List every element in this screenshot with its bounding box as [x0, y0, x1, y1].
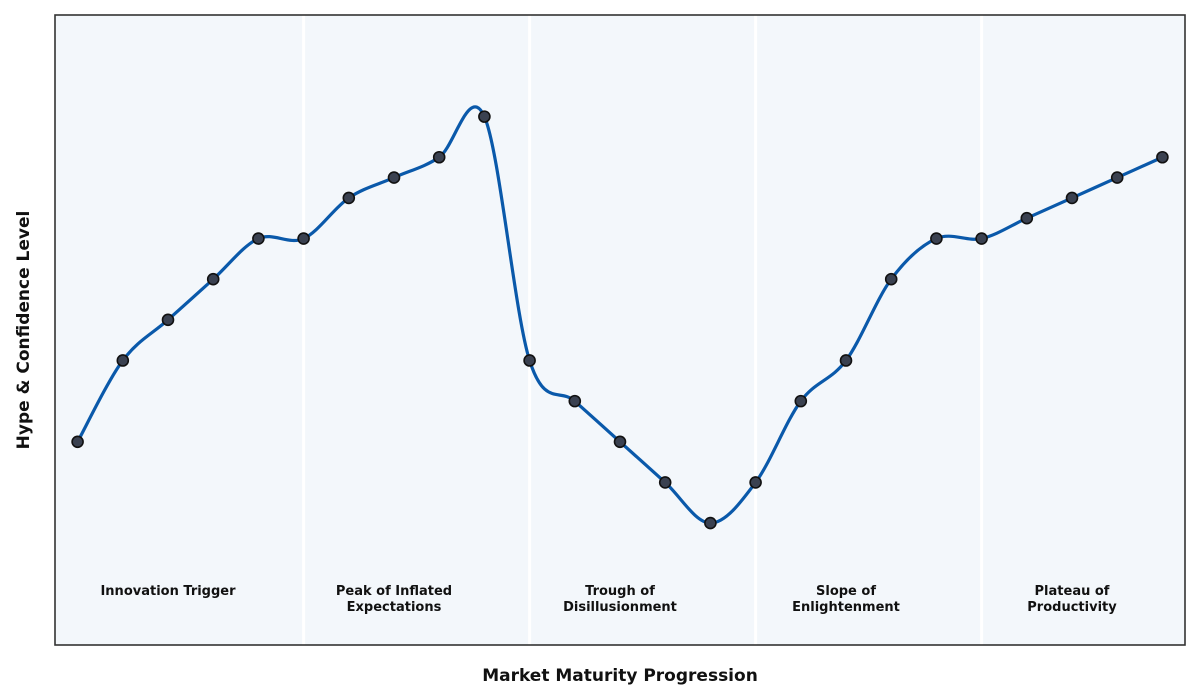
phase-label: Trough of Disillusionment	[563, 584, 677, 615]
data-point	[975, 232, 988, 245]
data-point	[704, 516, 717, 530]
data-point	[1065, 191, 1079, 205]
phase-label: Innovation Trigger	[100, 584, 236, 599]
data-point	[297, 232, 310, 245]
x-axis-label: Market Maturity Progression	[482, 666, 758, 686]
phase-label: Peak of Inflated Expectations	[336, 584, 452, 615]
phase-label: Slope of Enlightenment	[792, 584, 900, 615]
phase-labels: Innovation Trigger Peak of Inflated Expect…	[100, 584, 1117, 615]
data-point	[884, 272, 898, 286]
data-point	[1110, 171, 1124, 184]
data-points	[71, 110, 1169, 530]
data-point	[116, 354, 130, 367]
data-point	[1156, 150, 1169, 164]
data-point	[658, 476, 672, 489]
data-point	[206, 272, 220, 286]
plot-background	[55, 15, 1185, 645]
data-point	[749, 476, 762, 489]
phase-dividers	[302, 15, 984, 645]
data-point	[71, 435, 84, 449]
data-point	[161, 313, 175, 327]
data-point	[930, 232, 943, 245]
data-point	[794, 394, 808, 408]
data-point	[568, 394, 582, 408]
data-point	[252, 232, 265, 245]
data-point	[613, 435, 627, 449]
data-point	[839, 354, 853, 367]
plot-frame	[54, 14, 1186, 646]
phase-label: Plateau of Productivity	[1027, 584, 1117, 615]
y-axis-label: Hype & Confidence Level	[14, 211, 34, 450]
data-point	[523, 354, 536, 367]
data-point	[432, 150, 446, 164]
data-point	[387, 171, 401, 184]
data-point	[478, 110, 491, 123]
data-point	[1020, 211, 1034, 225]
data-point	[342, 191, 356, 205]
